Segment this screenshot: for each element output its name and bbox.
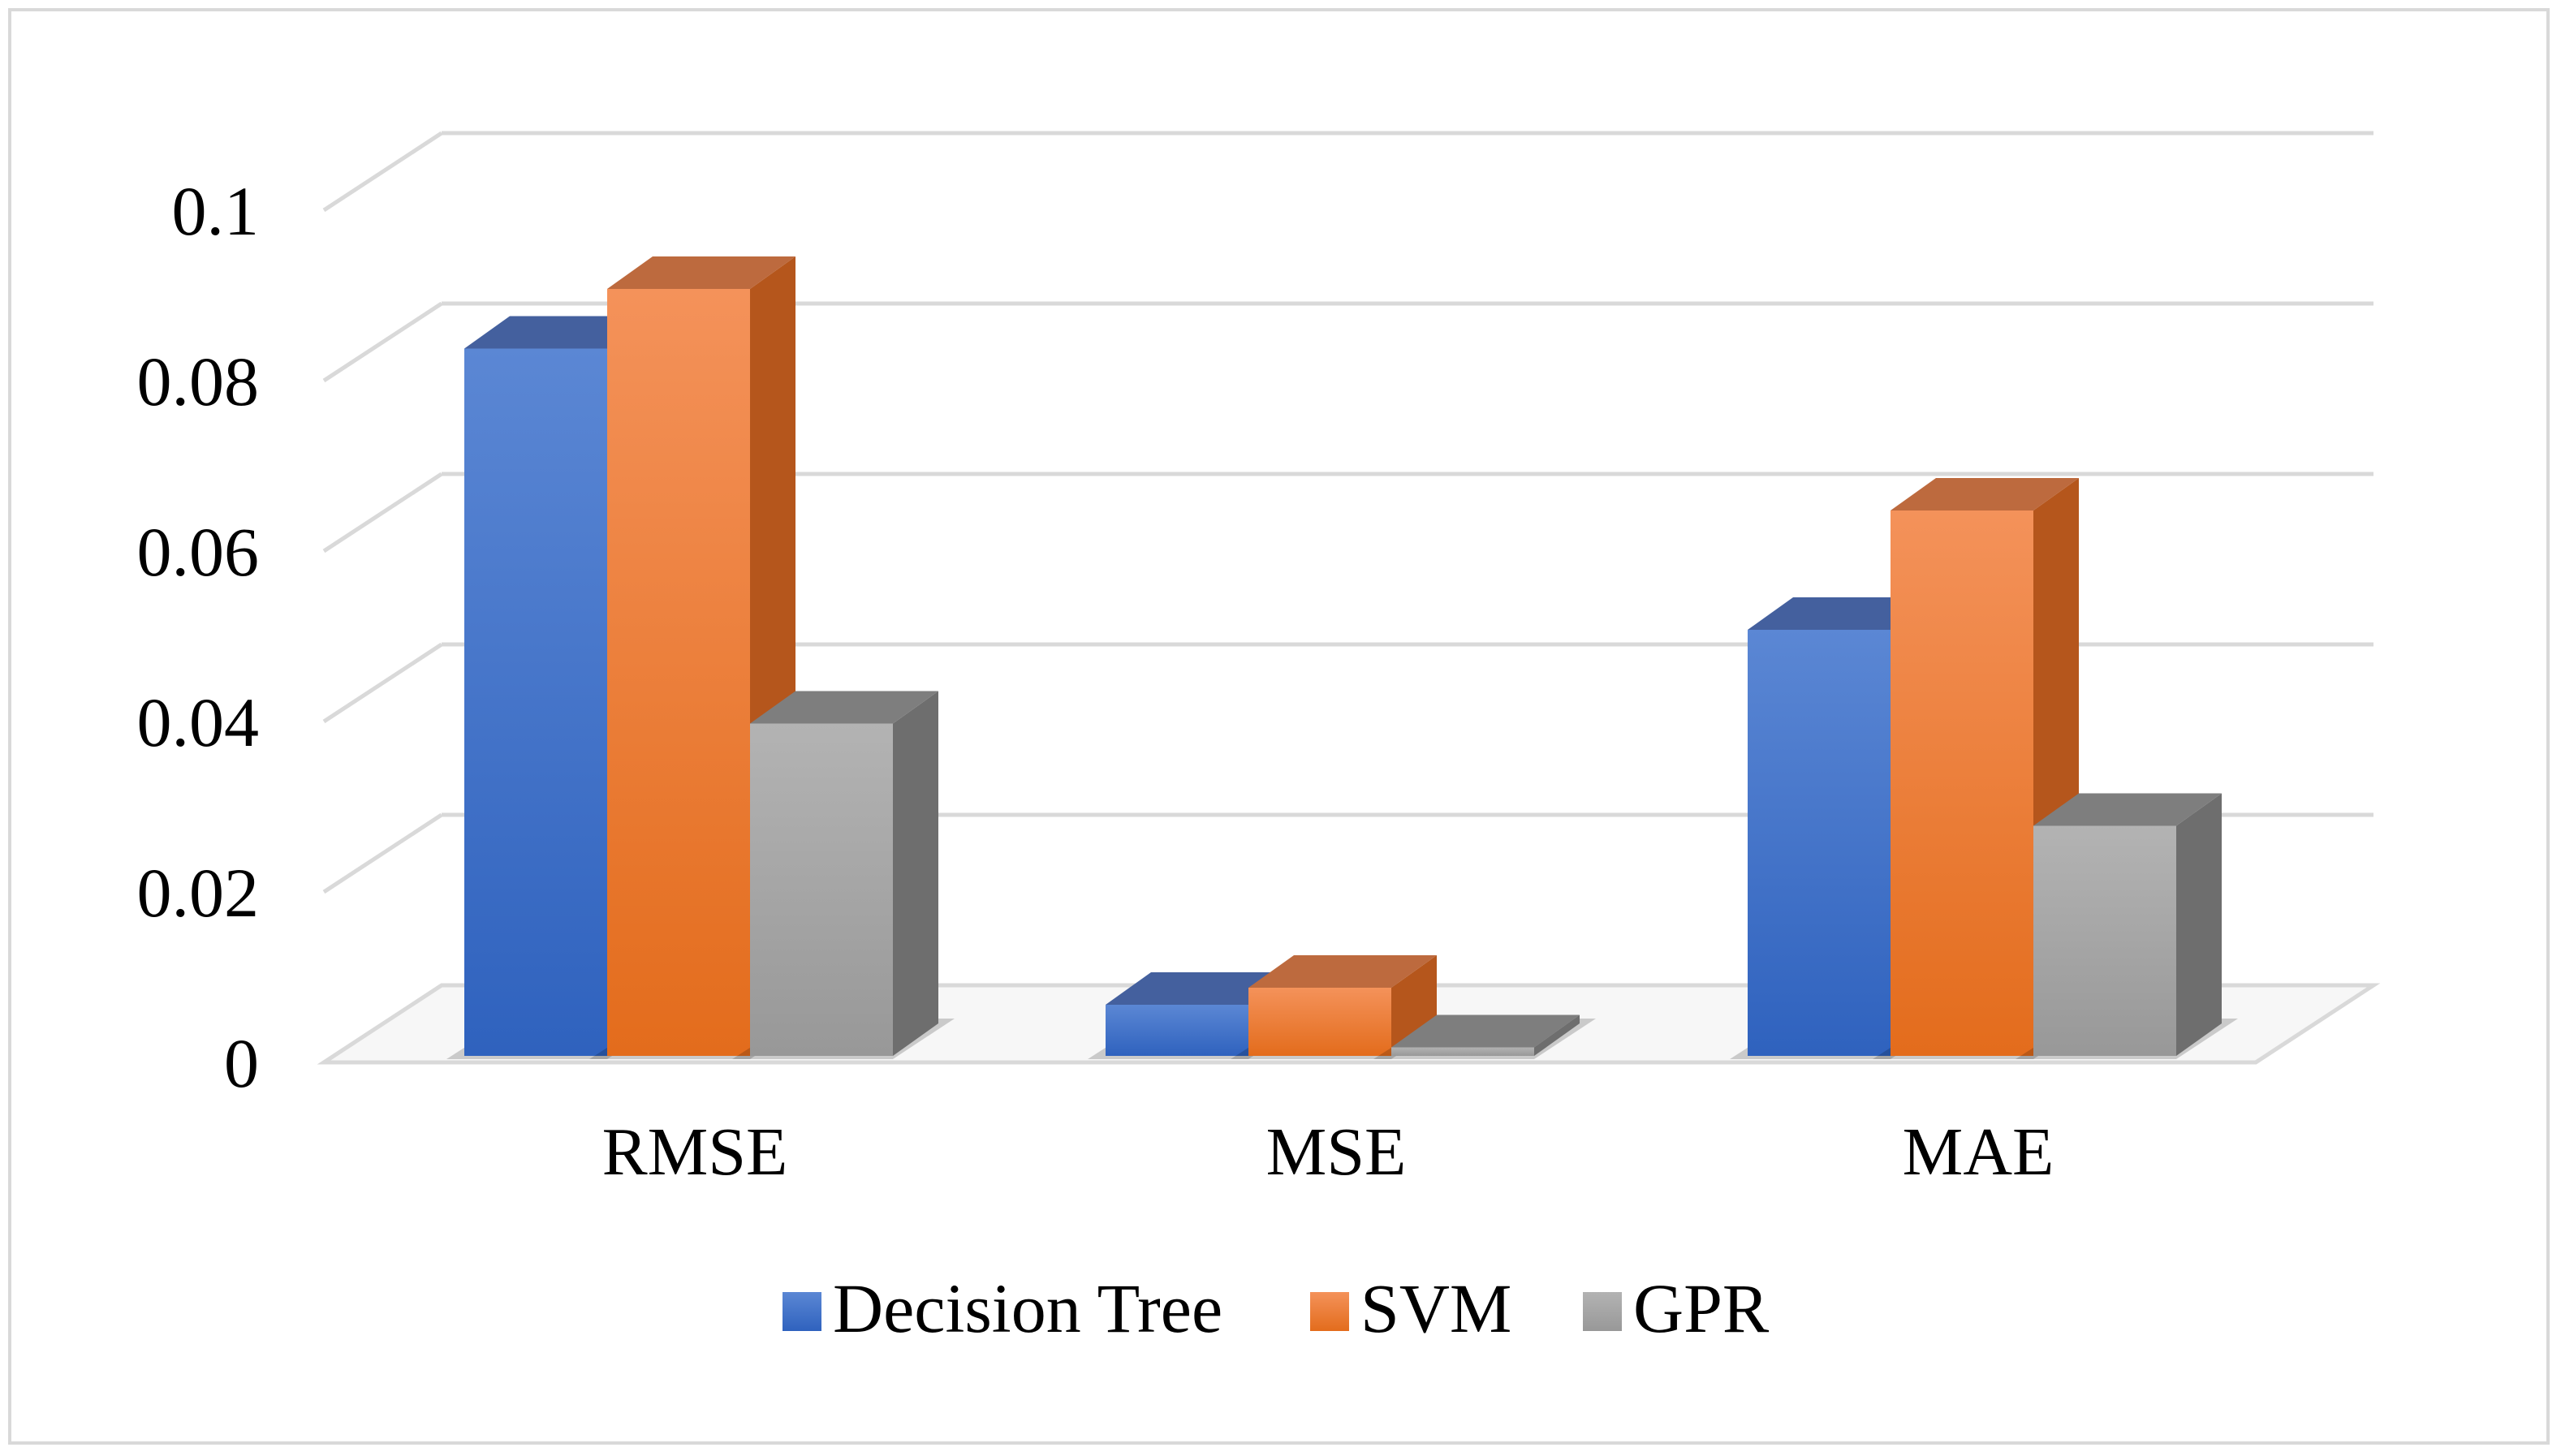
legend: Decision Tree SVM GPR <box>783 1269 1770 1347</box>
bar-front <box>1248 988 1391 1056</box>
legend-label: Decision Tree <box>833 1269 1222 1347</box>
bar-front <box>2033 825 2176 1056</box>
legend-item: Decision Tree <box>783 1269 1222 1347</box>
category-label: MSE <box>1266 1114 1407 1190</box>
bar-front <box>1391 1047 1534 1056</box>
bar-gpr-mse <box>1373 1014 1596 1059</box>
bar-top <box>1106 972 1294 1005</box>
y-axis-ticks: 0 0.02 0.04 0.06 0.08 0.1 <box>137 172 260 1102</box>
bar-top <box>1748 597 1936 630</box>
y-tick-label: 0 <box>224 1024 259 1102</box>
gridline-diagonal <box>322 301 443 383</box>
category-label: MAE <box>1903 1114 2054 1190</box>
y-tick-label: 0.04 <box>137 683 260 761</box>
bar-front <box>1748 630 1891 1056</box>
bar-side <box>2176 793 2222 1056</box>
bar-front <box>1891 510 2033 1056</box>
bar-front <box>1106 1005 1248 1056</box>
bar-top <box>2033 793 2222 826</box>
bar-top <box>607 256 795 289</box>
bar-top <box>464 316 653 349</box>
x-axis-categories: RMSE MSE MAE <box>602 1114 2054 1190</box>
y-tick-label: 0.08 <box>137 342 260 420</box>
y-tick-label: 0.1 <box>172 172 260 250</box>
gridline-diagonal <box>322 131 443 213</box>
bar-svm-rmse <box>589 256 812 1059</box>
bar-top <box>1248 955 1437 988</box>
bar-gpr-mae <box>2016 793 2238 1059</box>
category-label: RMSE <box>602 1114 788 1190</box>
chart-frame: 0 0.02 0.04 0.06 0.08 0.1 RMSE MSE MAE Decision… <box>8 8 2550 1445</box>
y-tick-label: 0.02 <box>137 854 260 932</box>
legend-label: GPR <box>1633 1269 1770 1347</box>
bar-side <box>893 691 938 1056</box>
y-tick-label: 0.06 <box>137 513 260 591</box>
bar-chart: 0 0.02 0.04 0.06 0.08 0.1 RMSE MSE MAE Decision… <box>137 131 2381 1347</box>
legend-label: SVM <box>1360 1269 1511 1347</box>
legend-swatch <box>1583 1292 1622 1331</box>
bar-front <box>464 348 607 1056</box>
bar-top <box>750 691 938 724</box>
bar-gpr-rmse <box>732 691 955 1059</box>
bar-top <box>1891 478 2079 510</box>
legend-swatch <box>783 1292 821 1331</box>
legend-item: GPR <box>1583 1269 1770 1347</box>
bar-front <box>750 723 893 1056</box>
bar-side <box>1534 1014 1580 1056</box>
gridline-diagonal <box>322 472 443 554</box>
gridline-diagonal <box>322 642 443 724</box>
legend-swatch <box>1310 1292 1349 1331</box>
gridline-diagonal <box>322 812 443 894</box>
legend-item: SVM <box>1310 1269 1511 1347</box>
bar-top <box>1391 1014 1580 1048</box>
bar-front <box>607 289 750 1056</box>
bars <box>446 256 2238 1059</box>
